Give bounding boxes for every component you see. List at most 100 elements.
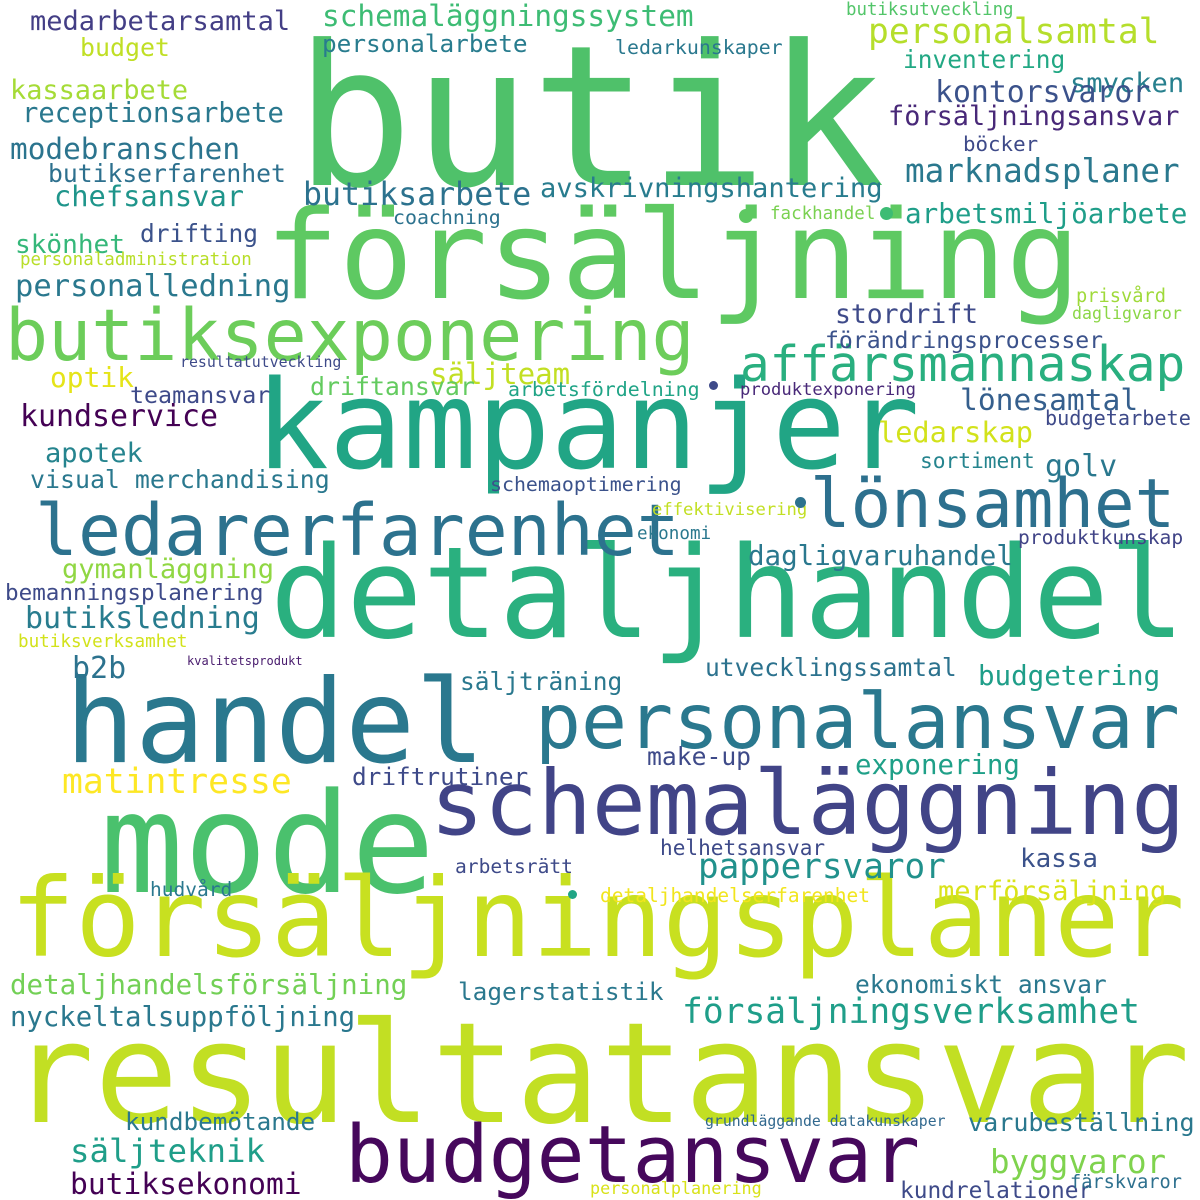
cloud-word: försäljningsansvar [888,101,1180,132]
decorative-dot [709,381,718,390]
cloud-word: apotek [45,438,143,469]
cloud-word: driftansvar [310,372,475,401]
cloud-word: resultatutveckling [180,353,342,371]
cloud-word: ledarskap [878,415,1033,449]
cloud-word: handel [65,655,486,790]
cloud-word: personalansvar [535,678,1180,767]
cloud-word: dagligvaruhandel [748,540,1013,572]
cloud-word: personalplanering [590,1178,762,1198]
cloud-word: arbetsrätt [455,855,573,878]
cloud-word: försäljning [265,185,1081,328]
cloud-word: mode [100,763,435,925]
cloud-word: make-up [647,742,752,771]
cloud-word: prisvård [1076,286,1167,307]
cloud-word: kampanjer [255,354,920,497]
cloud-word: detaljhandelsförsäljning [10,969,408,1001]
cloud-word: butiksverksamhet [18,632,188,652]
decorative-dot [880,207,893,220]
cloud-word: detaljhandel [270,519,1186,667]
cloud-word: b2b [72,651,127,686]
cloud-word: förändringsprocesser [825,328,1104,354]
cloud-word: lönsamhet [810,464,1176,543]
cloud-word: hudvård [150,878,233,901]
cloud-word: detaljhandelserfarenhet [600,884,871,907]
cloud-word: dagligvaror [1072,304,1182,323]
cloud-word: exponering [855,750,1020,781]
cloud-word: ledarerfarenhet [35,489,680,572]
cloud-word: golv [1045,449,1118,484]
cloud-word: optik [50,361,134,394]
cloud-word: coachning [393,206,501,229]
cloud-word: butikserfarenhet [48,159,286,188]
cloud-word: lagerstatistik [458,977,664,1006]
cloud-word: personalledning [15,269,291,304]
cloud-word: personalsamtal [868,12,1160,52]
cloud-word: säljträning [460,667,623,696]
cloud-word: ekonomi [637,524,712,544]
decorative-dot [568,890,577,899]
cloud-word: budgetarbete [1045,406,1191,430]
cloud-word: receptionsarbete [22,98,284,129]
cloud-word: sortiment [920,448,1035,473]
cloud-word: butiksutveckling [846,0,1014,20]
cloud-word: butiksarbete [303,177,532,213]
cloud-word: bemanningsplanering [5,580,264,606]
cloud-word: arbetsfördelning [508,378,700,401]
cloud-word: kontorsvaror [935,75,1151,110]
cloud-word: smycken [1070,68,1185,99]
decorative-dot [795,497,806,508]
cloud-word: ekonomiskt ansvar [855,970,1107,999]
cloud-word: arbetsmiljöarbete [905,197,1188,230]
cloud-word: marknadsplaner [905,152,1180,190]
cloud-word: säljteknik [70,1132,266,1170]
cloud-word: butik [295,4,886,232]
decorative-dot [739,209,753,223]
cloud-word: ledarkunskaper [615,36,783,59]
cloud-word: produktkunskap [1018,526,1184,549]
cloud-word: kundbemötande [125,1107,316,1136]
cloud-word: schemaoptimering [490,473,682,496]
cloud-word: stordrift [835,299,978,330]
cloud-word: modebranschen [10,132,241,166]
cloud-word: varubeställning [968,1108,1195,1137]
cloud-word: nyckeltalsuppföljning [10,1002,356,1033]
cloud-word: chefsansvar [54,179,244,213]
cloud-word: helhetsansvar [660,835,826,860]
cloud-word: personaladministration [20,250,252,270]
cloud-word: försäljningsplaner [10,855,1185,982]
cloud-word: grundläggande datakunskaper [705,1113,946,1130]
cloud-word: inventering [903,45,1066,74]
cloud-word: gymanläggning [62,554,275,585]
cloud-word: teamansvar [130,382,271,409]
cloud-word: effektivisering [652,500,808,520]
cloud-word: budgetering [978,660,1161,692]
cloud-word: merförsäljning [938,876,1167,907]
cloud-word: kassaarbete [10,75,189,106]
cloud-word: visual merchandising [30,465,330,494]
cloud-word: lönesamtal [960,383,1139,417]
cloud-word: säljteam [430,357,571,391]
cloud-word: butiksekonomi [70,1167,302,1200]
cloud-word: produktexponering [740,380,916,400]
cloud-word: böcker [963,132,1039,156]
cloud-word: fackhandel [770,204,876,224]
cloud-word: resultatansvar [10,993,1191,1156]
cloud-word: kundrelationer [900,1178,1093,1200]
cloud-word: schemaläggningssystem [322,0,694,33]
cloud-word: kassa [1020,844,1098,874]
cloud-word: matintresse [62,762,292,802]
cloud-word: driftrutiner [352,762,529,791]
cloud-word: försäljningsverksamhet [682,992,1140,1032]
cloud-word: pappersvaror [698,847,946,887]
cloud-word: kvalitetsprodukt [187,654,303,668]
cloud-word: personalarbete [322,29,528,58]
cloud-word: medarbetarsamtal [30,6,291,37]
cloud-word: butiksexponering [5,294,695,377]
cloud-word: affärsmannaskap [740,335,1186,393]
cloud-word: schemaläggning [430,752,1186,856]
cloud-word: budget [80,33,170,62]
cloud-word: butiksledning [25,601,260,636]
cloud-word: budgetansvar [345,1108,921,1200]
cloud-word: kundservice [20,399,218,434]
